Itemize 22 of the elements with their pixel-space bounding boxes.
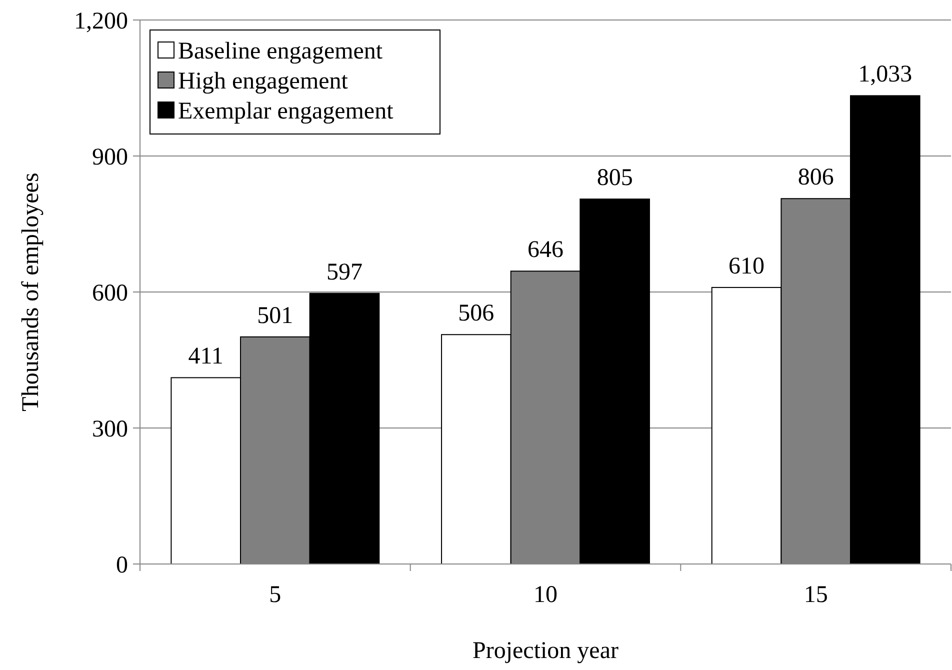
y-tick-label: 300	[92, 416, 128, 442]
y-tick-label: 0	[116, 552, 128, 578]
y-tick-label: 600	[92, 280, 128, 306]
x-tick-label: 15	[804, 582, 828, 608]
data-label: 506	[458, 300, 494, 327]
x-tick-label: 5	[269, 582, 282, 608]
y-tick-label: 1,200	[74, 8, 128, 34]
data-label: 597	[326, 259, 362, 286]
data-label: 806	[798, 164, 834, 191]
data-label: 805	[596, 165, 633, 192]
data-label: 646	[528, 237, 564, 264]
legend-label: Baseline engagement	[178, 38, 383, 64]
data-label: 610	[728, 253, 765, 280]
x-axis-title: Projection year	[472, 638, 618, 664]
data-label: 411	[188, 344, 224, 370]
x-tick-label: 10	[534, 582, 558, 608]
data-label: 501	[257, 302, 294, 329]
legend-label: Exemplar engagement	[178, 98, 394, 124]
y-axis-title: Thousands of employees	[18, 172, 44, 412]
legend-label: High engagement	[178, 68, 348, 94]
data-label: 1,033	[858, 62, 912, 88]
y-tick-label: 900	[92, 144, 128, 170]
